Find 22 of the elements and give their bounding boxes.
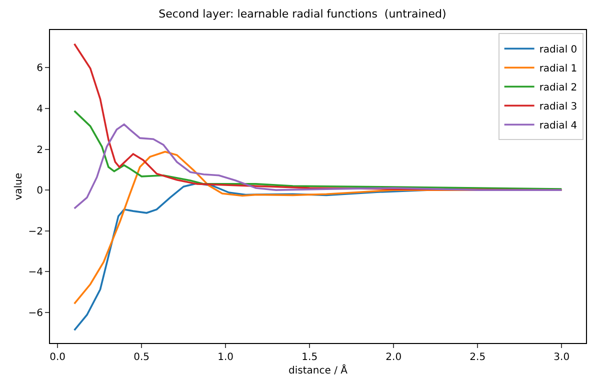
chart-title: Second layer: learnable radial functions (untrained) (158, 7, 446, 20)
legend-label: radial 1 (539, 64, 578, 75)
x-tick-label: 0.5 (134, 352, 150, 363)
legend-label: radial 2 (539, 82, 578, 94)
y-tick-label: 2 (36, 144, 43, 156)
legend-label: radial 0 (539, 44, 578, 56)
x-tick-label: 2.0 (386, 352, 402, 363)
y-tick-label: −6 (28, 308, 43, 319)
y-axis-title: value (13, 172, 24, 200)
x-tick-label: 0.0 (50, 352, 66, 363)
x-tick-label: 2.5 (470, 352, 486, 363)
y-tick-label: 4 (36, 104, 43, 115)
x-tick-label: 1.5 (302, 352, 318, 363)
y-tick-label: 0 (36, 186, 43, 197)
y-tick-label: −4 (28, 267, 43, 278)
y-tick-label: 6 (36, 63, 43, 74)
y-tick-label: −2 (28, 226, 43, 238)
legend-label: radial 4 (539, 120, 578, 132)
x-axis-title: distance / Å (288, 364, 348, 376)
x-tick-label: 1.0 (218, 352, 234, 363)
legend-label: radial 3 (539, 102, 578, 113)
x-tick-label: 3.0 (554, 352, 570, 363)
